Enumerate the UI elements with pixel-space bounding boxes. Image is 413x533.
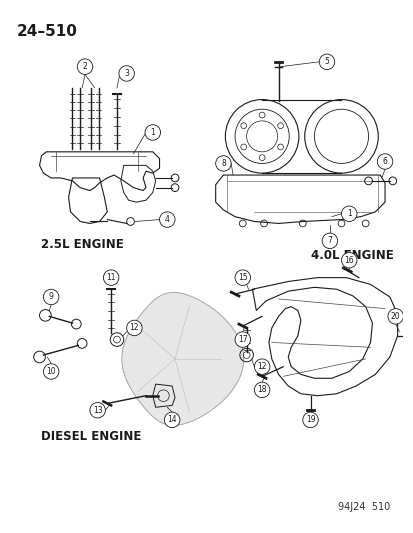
Circle shape	[90, 402, 105, 418]
Circle shape	[387, 309, 402, 324]
Circle shape	[318, 54, 334, 70]
Text: 15: 15	[237, 273, 247, 282]
Text: 7: 7	[327, 236, 332, 245]
Circle shape	[376, 154, 392, 169]
Circle shape	[302, 412, 318, 427]
Circle shape	[341, 253, 356, 268]
Circle shape	[240, 144, 246, 150]
Text: 12: 12	[129, 324, 139, 333]
Circle shape	[77, 59, 93, 75]
Text: 24–510: 24–510	[16, 24, 77, 39]
Text: 5: 5	[324, 58, 329, 66]
Circle shape	[235, 332, 250, 348]
Circle shape	[145, 125, 160, 140]
Text: 9: 9	[49, 293, 53, 302]
Circle shape	[321, 233, 337, 248]
Circle shape	[215, 156, 230, 171]
Circle shape	[119, 66, 134, 81]
Text: 2: 2	[83, 62, 87, 71]
Text: 94J24  510: 94J24 510	[337, 502, 389, 512]
Circle shape	[159, 212, 175, 227]
Circle shape	[164, 412, 179, 427]
Text: 13: 13	[93, 406, 102, 415]
Circle shape	[126, 320, 142, 336]
Circle shape	[341, 206, 356, 222]
Circle shape	[277, 144, 283, 150]
Circle shape	[43, 289, 59, 305]
Text: 4.0L ENGINE: 4.0L ENGINE	[310, 248, 392, 262]
Text: 1: 1	[346, 209, 351, 218]
Text: 20: 20	[390, 312, 399, 321]
Circle shape	[259, 155, 264, 160]
Text: 4: 4	[164, 215, 169, 224]
Text: DIESEL ENGINE: DIESEL ENGINE	[41, 430, 142, 442]
Circle shape	[254, 382, 269, 398]
Text: 12: 12	[257, 362, 266, 371]
Text: 17: 17	[237, 335, 247, 344]
Text: 10: 10	[46, 367, 56, 376]
Circle shape	[277, 123, 283, 128]
Text: 14: 14	[167, 415, 176, 424]
Circle shape	[259, 112, 264, 118]
Text: 2.5L ENGINE: 2.5L ENGINE	[41, 238, 124, 251]
Text: 16: 16	[344, 256, 353, 265]
Text: 8: 8	[221, 159, 225, 168]
Text: 18: 18	[257, 385, 266, 394]
Text: 19: 19	[305, 415, 315, 424]
Circle shape	[43, 364, 59, 379]
Text: 3: 3	[124, 69, 129, 78]
Circle shape	[254, 359, 269, 374]
Text: 11: 11	[106, 273, 116, 282]
Circle shape	[235, 270, 250, 285]
Circle shape	[103, 270, 119, 285]
Text: 6: 6	[382, 157, 387, 166]
Polygon shape	[121, 293, 243, 425]
Circle shape	[240, 123, 246, 128]
Text: 1: 1	[150, 128, 155, 137]
